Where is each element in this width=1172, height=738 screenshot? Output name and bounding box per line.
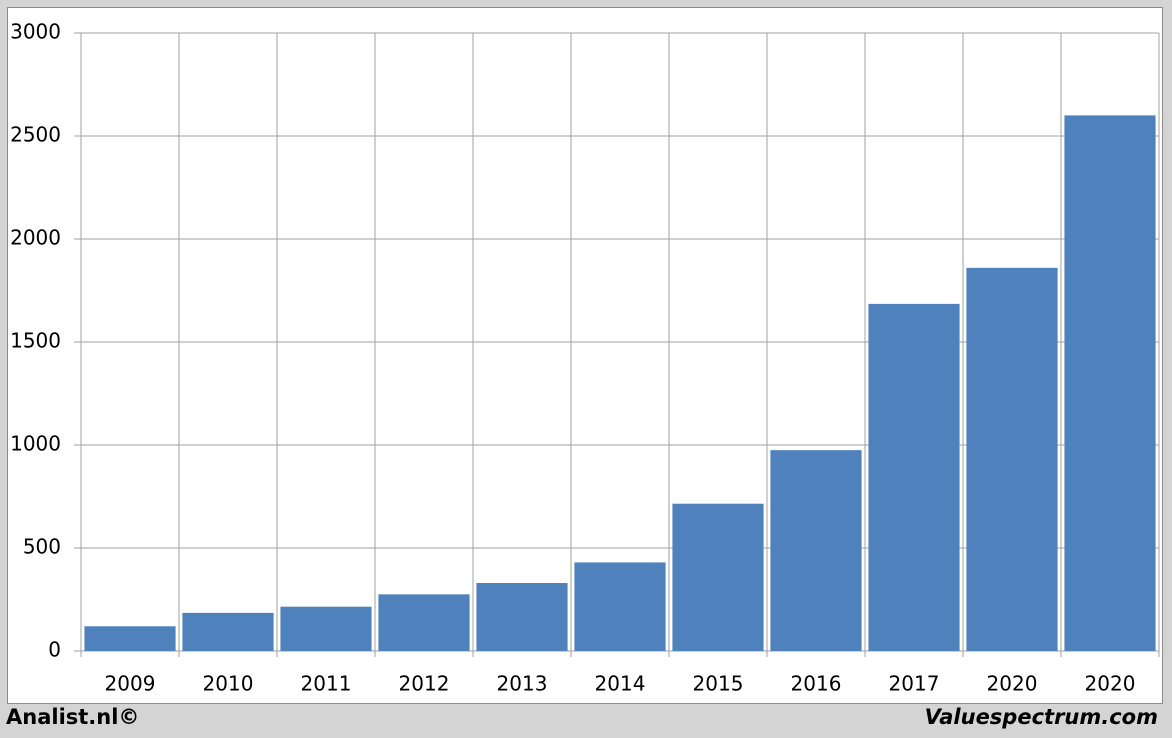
bar xyxy=(476,583,568,651)
y-tick-label: 3000 xyxy=(10,20,61,44)
x-tick-label: 2011 xyxy=(301,672,352,696)
y-tick-label: 1500 xyxy=(10,329,61,353)
x-tick-label: 2020 xyxy=(1085,672,1136,696)
x-tick-label: 2014 xyxy=(595,672,646,696)
bar xyxy=(84,626,176,651)
bar xyxy=(868,303,960,651)
bar xyxy=(770,450,862,651)
footer-right: Valuespectrum.com xyxy=(925,705,1158,729)
y-tick-label: 500 xyxy=(23,535,61,559)
bar xyxy=(966,267,1058,651)
bar xyxy=(280,606,372,651)
y-tick-label: 2000 xyxy=(10,226,61,250)
x-tick-label: 2010 xyxy=(203,672,254,696)
y-tick-label: 0 xyxy=(48,638,61,662)
x-tick-label: 2015 xyxy=(693,672,744,696)
x-tick-label: 2013 xyxy=(497,672,548,696)
y-tick-label: 2500 xyxy=(10,123,61,147)
x-tick-label: 2012 xyxy=(399,672,450,696)
bar xyxy=(574,562,666,651)
y-tick-label: 1000 xyxy=(10,432,61,456)
footer-left: Analist.nl© xyxy=(6,705,139,729)
bar xyxy=(672,503,764,651)
x-tick-label: 2009 xyxy=(105,672,156,696)
bar xyxy=(378,594,470,651)
bar xyxy=(182,612,274,651)
x-tick-label: 2020 xyxy=(987,672,1038,696)
bar xyxy=(1064,115,1156,651)
x-tick-label: 2016 xyxy=(791,672,842,696)
x-tick-label: 2017 xyxy=(889,672,940,696)
